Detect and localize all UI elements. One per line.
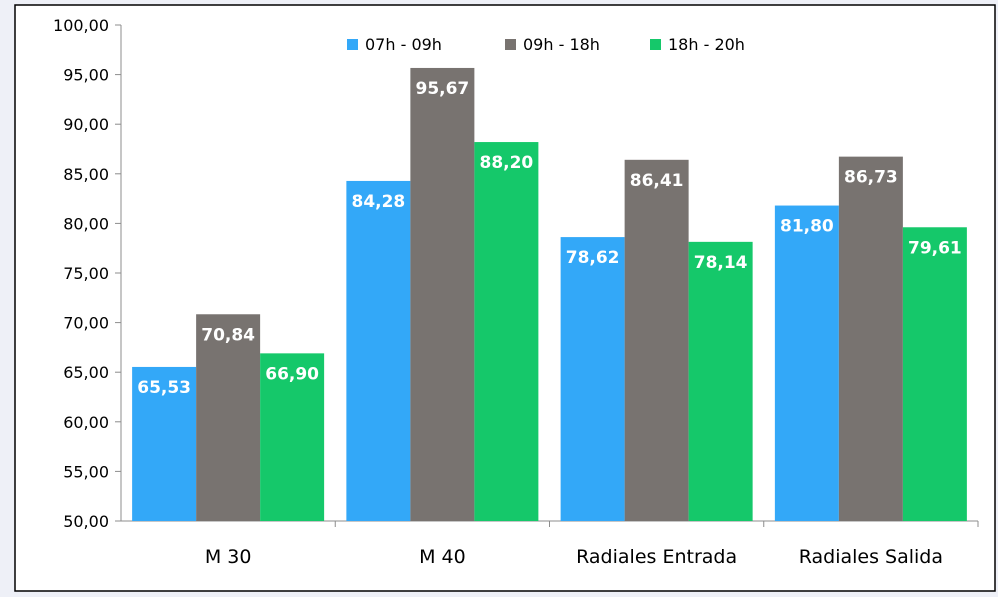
bar [410,67,475,521]
bar [902,227,967,521]
x-category-label: M 40 [419,546,466,568]
bar [132,366,197,521]
bar [474,142,539,521]
x-category-label: Radiales Entrada [576,546,737,568]
bar [688,241,753,521]
y-tick-label: 90,00 [63,115,109,134]
data-label: 86,73 [844,168,898,188]
data-label: 78,62 [566,248,620,268]
data-label: 70,84 [201,325,255,345]
y-tick-label: 100,00 [53,16,109,35]
bar [196,314,261,521]
legend-swatch [650,39,661,50]
y-tick-label: 95,00 [63,66,109,85]
data-label: 65,53 [137,378,191,398]
legend-swatch [505,39,516,50]
y-tick-label: 75,00 [63,264,109,283]
legend-label: 07h - 09h [365,35,442,54]
y-tick-label: 55,00 [63,462,109,481]
data-label: 95,67 [415,79,469,99]
data-label: 79,61 [908,238,962,258]
y-tick-label: 80,00 [63,214,109,233]
x-category-label: Radiales Salida [799,546,943,568]
bar [838,156,903,521]
legend-swatch [347,39,358,50]
y-tick-label: 60,00 [63,413,109,432]
bar [560,237,625,521]
legend-label: 18h - 20h [668,35,745,54]
y-tick-label: 50,00 [63,512,109,531]
data-label: 84,28 [351,192,405,212]
data-label: 81,80 [780,217,834,237]
y-tick-label: 70,00 [63,314,109,333]
bar [624,159,689,521]
x-category-label: M 30 [205,546,252,568]
data-label: 66,90 [265,364,319,384]
y-tick-label: 65,00 [63,363,109,382]
bar [346,180,411,522]
legend-label: 09h - 18h [523,35,600,54]
bar [774,205,839,521]
data-label: 78,14 [694,253,748,273]
data-label: 86,41 [630,171,684,191]
bar [260,353,325,521]
y-tick-label: 85,00 [63,165,109,184]
data-label: 88,20 [479,153,533,173]
